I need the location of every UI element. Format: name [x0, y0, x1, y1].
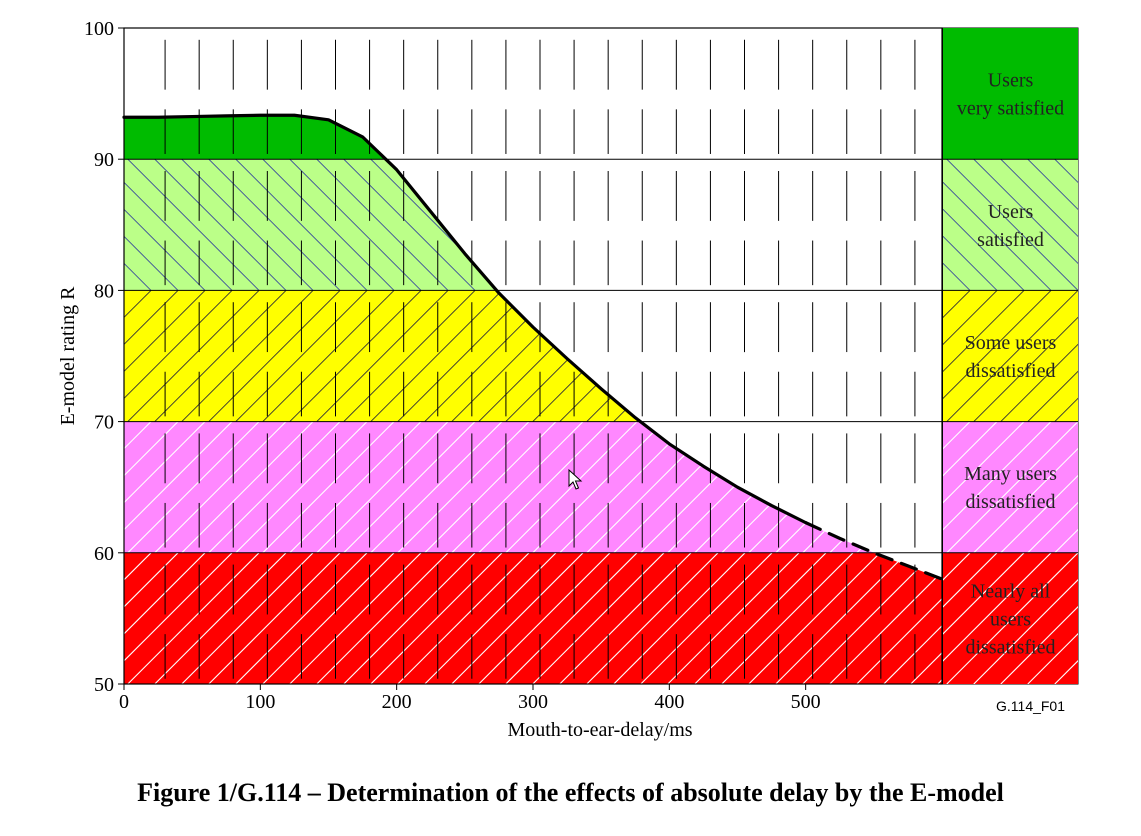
band-4: [124, 552, 942, 684]
y-tick-label: 90: [94, 149, 114, 171]
band-fill: [124, 290, 942, 422]
legend-label: Users: [988, 201, 1034, 223]
legend-label: Users: [988, 70, 1034, 92]
x-tick-label: 200: [382, 691, 412, 713]
y-tick-label: 80: [94, 280, 114, 302]
legend-hatch: [943, 159, 1078, 291]
legend-item-0: Users very satisfied: [943, 28, 1078, 160]
legend-hatch: [943, 552, 1078, 684]
vertical-ticks: [164, 39, 916, 679]
legend-item-4: Nearly all users dissatisfied: [943, 552, 1078, 684]
legend-item-2: Some users dissatisfied: [943, 290, 1078, 422]
x-tick-label: 300: [518, 691, 548, 713]
x-tick-label: 500: [791, 691, 821, 713]
legend-item-3: Many users dissatisfied: [943, 421, 1078, 553]
legend-label: Nearly all: [971, 580, 1051, 602]
x-tick-label: 100: [245, 691, 275, 713]
y-tick-label: 60: [94, 543, 114, 565]
band-fill: [124, 115, 942, 160]
legend-label: dissatisfied: [966, 636, 1056, 658]
legend-hatch: [943, 421, 1078, 553]
rating-curve-solid: [122, 113, 808, 525]
legend-label: dissatisfied: [966, 491, 1056, 513]
x-tick-label: 0: [119, 691, 129, 713]
axes: [118, 27, 943, 690]
y-tick-label: 50: [94, 674, 114, 696]
legend-label: very satisfied: [957, 98, 1064, 120]
legend-hatch: [943, 290, 1078, 422]
y-tick-label: 100: [84, 18, 114, 40]
grid: [124, 39, 942, 679]
axis-labels: Mouth-to-ear-delay/ms E-model rating R 5…: [57, 18, 821, 741]
legend-item-1: Users satisfied: [943, 159, 1078, 291]
band-0: [124, 115, 942, 160]
figure-caption: Figure 1/G.114 – Determination of the ef…: [137, 778, 1004, 807]
rating-curve-dashed: [804, 521, 944, 581]
mouse-cursor-icon: [568, 468, 583, 490]
legend-label: dissatisfied: [966, 360, 1056, 382]
legend-swatch: [943, 28, 1078, 160]
band-hatch: [124, 552, 942, 684]
x-tick-label: 400: [654, 691, 684, 713]
band-fill: [124, 159, 942, 291]
legend-label: Many users: [964, 463, 1057, 485]
x-axis-label: Mouth-to-ear-delay/ms: [507, 719, 692, 741]
legend-label: satisfied: [977, 229, 1044, 251]
y-tick-label: 70: [94, 412, 114, 434]
legend-label: Some users: [965, 332, 1057, 354]
legend: Users very satisfied Users satisfied Some us…: [942, 27, 1079, 685]
legend-label: users: [990, 608, 1031, 630]
rating-curve: [122, 113, 944, 581]
figure-id: G.114_F01: [996, 698, 1066, 714]
band-fill: [124, 552, 942, 684]
chart: Users very satisfied Users satisfied Some us…: [57, 18, 1079, 741]
y-axis-label: E-model rating R: [57, 286, 79, 426]
